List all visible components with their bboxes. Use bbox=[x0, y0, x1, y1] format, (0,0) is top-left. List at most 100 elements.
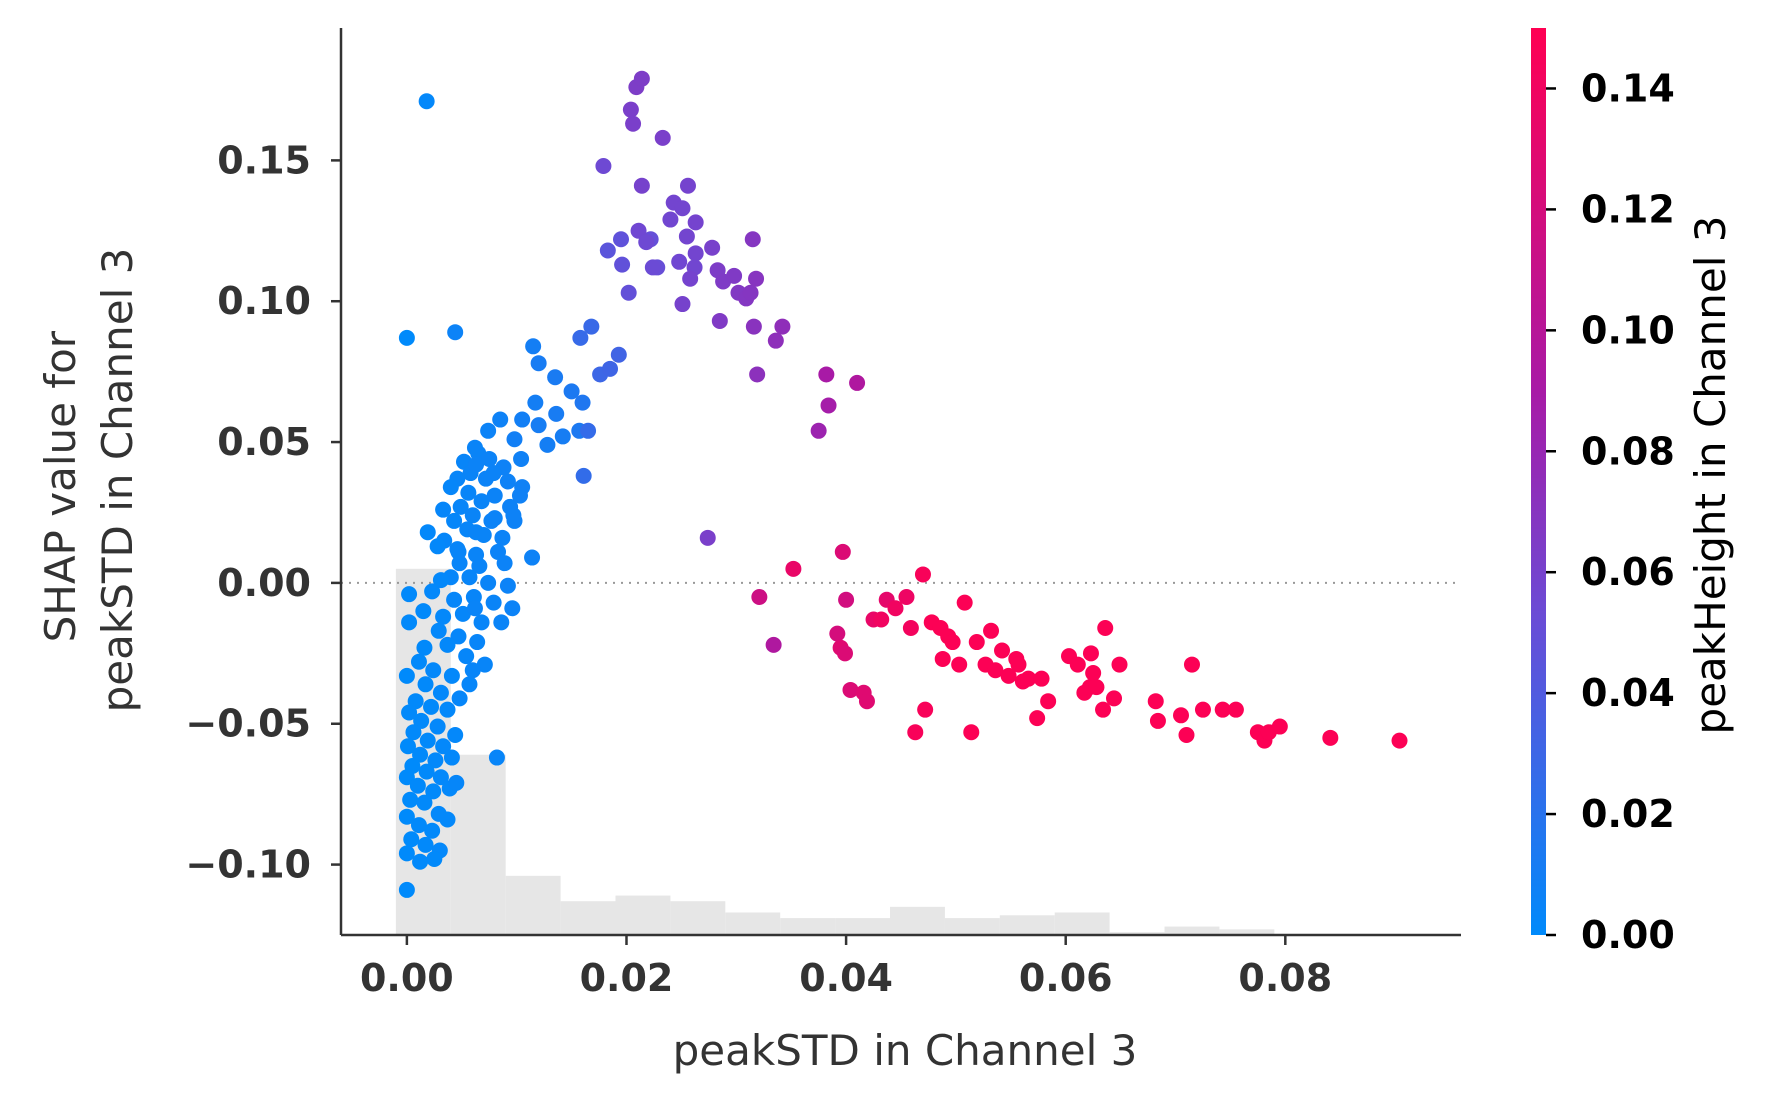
scatter-point bbox=[413, 712, 430, 729]
scatter-point bbox=[506, 512, 523, 529]
scatter-point bbox=[630, 222, 647, 239]
scatter-point bbox=[514, 411, 531, 428]
scatter-point bbox=[450, 543, 467, 560]
scatter-point bbox=[511, 487, 528, 504]
scatter-point bbox=[1088, 679, 1105, 696]
scatter-point bbox=[415, 603, 432, 620]
scatter-point bbox=[435, 608, 452, 625]
scatter-point bbox=[419, 524, 436, 541]
scatter-point bbox=[439, 701, 456, 718]
scatter-point bbox=[1069, 656, 1086, 673]
scatter-point bbox=[424, 583, 441, 600]
scatter-point bbox=[1391, 732, 1408, 749]
scatter-point bbox=[524, 549, 541, 566]
scatter-point bbox=[417, 836, 434, 853]
histogram-bar bbox=[1109, 932, 1165, 935]
scatter-point bbox=[432, 572, 449, 589]
scatter-point bbox=[410, 653, 427, 670]
scatter-point bbox=[1029, 710, 1046, 727]
colorbar-ticks: 0.00 0.02 0.04 0.06 0.08 0.10 0.12 0.14 bbox=[1546, 66, 1675, 957]
colorbar-tick-label: 0.00 bbox=[1581, 913, 1675, 957]
scatter-point bbox=[820, 397, 837, 414]
y-axis-title: SHAP value for peakSTD in Channel 3 bbox=[36, 248, 142, 713]
scatter-point bbox=[742, 284, 759, 301]
scatter-point bbox=[464, 662, 481, 679]
x-tick-label: 0.04 bbox=[799, 956, 893, 1000]
colorbar-tick-label: 0.14 bbox=[1581, 66, 1675, 110]
scatter-point bbox=[1097, 619, 1114, 636]
scatter-point bbox=[834, 543, 851, 560]
scatter-point bbox=[451, 690, 468, 707]
scatter-point bbox=[418, 93, 435, 110]
scatter-point bbox=[398, 881, 415, 898]
scatter-point bbox=[435, 501, 452, 518]
scatter-point bbox=[461, 569, 478, 586]
scatter-point bbox=[1106, 690, 1123, 707]
scatter-point bbox=[580, 422, 597, 439]
scatter-point bbox=[620, 284, 637, 301]
x-tick-label: 0.02 bbox=[580, 956, 674, 1000]
scatter-point bbox=[749, 366, 766, 383]
scatter-point bbox=[398, 808, 415, 825]
scatter-point bbox=[432, 684, 449, 701]
scatter-point bbox=[435, 738, 452, 755]
scatter-point bbox=[423, 698, 440, 715]
scatter-point bbox=[485, 465, 502, 482]
scatter-point bbox=[530, 417, 547, 434]
scatter-point bbox=[1033, 670, 1050, 687]
scatter-point bbox=[442, 479, 459, 496]
scatter-point bbox=[525, 338, 542, 355]
scatter-point bbox=[744, 231, 761, 248]
scatter-point bbox=[682, 270, 699, 287]
scatter-point bbox=[401, 704, 418, 721]
scatter-point bbox=[674, 200, 691, 217]
scatter-point bbox=[418, 763, 435, 780]
scatter-point bbox=[471, 558, 488, 575]
colorbar-tick-label: 0.10 bbox=[1581, 308, 1675, 352]
scatter-point bbox=[968, 634, 985, 651]
y-tick-label: 0.00 bbox=[217, 561, 311, 605]
scatter-point bbox=[907, 724, 924, 741]
scatter-point bbox=[401, 614, 418, 631]
scatter-point bbox=[837, 645, 853, 662]
scatter-point bbox=[671, 253, 688, 270]
scatter-point bbox=[687, 245, 704, 262]
scatter-point bbox=[401, 586, 418, 603]
scatter-point bbox=[494, 529, 511, 546]
scatter-point bbox=[403, 831, 420, 848]
scatter-point bbox=[622, 101, 639, 118]
scatter-point bbox=[914, 566, 931, 583]
scatter-point bbox=[461, 676, 478, 693]
scatter-point bbox=[1149, 712, 1166, 729]
scatter-point bbox=[633, 70, 650, 87]
scatter-point bbox=[633, 177, 650, 194]
scatter-point bbox=[1095, 701, 1112, 718]
scatter-point bbox=[468, 456, 485, 473]
scatter-point bbox=[748, 270, 765, 287]
scatter-point bbox=[963, 724, 980, 741]
scatter-point bbox=[1111, 656, 1128, 673]
scatter-point bbox=[446, 591, 463, 608]
colorbar-tick-label: 0.02 bbox=[1581, 792, 1675, 836]
scatter-point bbox=[450, 628, 467, 645]
histogram-bar bbox=[944, 918, 1000, 935]
scatter-point bbox=[951, 656, 968, 673]
x-tick-label: 0.08 bbox=[1238, 956, 1332, 1000]
scatter-point bbox=[429, 718, 446, 735]
histogram-bar bbox=[1054, 912, 1110, 935]
histogram-bar bbox=[560, 901, 616, 935]
scatter-point bbox=[678, 228, 695, 245]
histogram-layer bbox=[395, 568, 1275, 935]
scatter-point bbox=[599, 242, 616, 259]
y-axis-title-line-2: peakSTD in Channel 3 bbox=[93, 248, 142, 713]
scatter-point bbox=[547, 369, 564, 386]
scatter-point bbox=[726, 267, 743, 284]
scatter-point bbox=[539, 436, 556, 453]
scatter-point bbox=[419, 732, 436, 749]
scatter-point bbox=[751, 588, 768, 605]
scatter-point bbox=[602, 360, 619, 377]
scatter-point bbox=[1178, 727, 1195, 744]
scatter-point bbox=[439, 636, 456, 653]
scatter-point bbox=[1020, 670, 1037, 687]
